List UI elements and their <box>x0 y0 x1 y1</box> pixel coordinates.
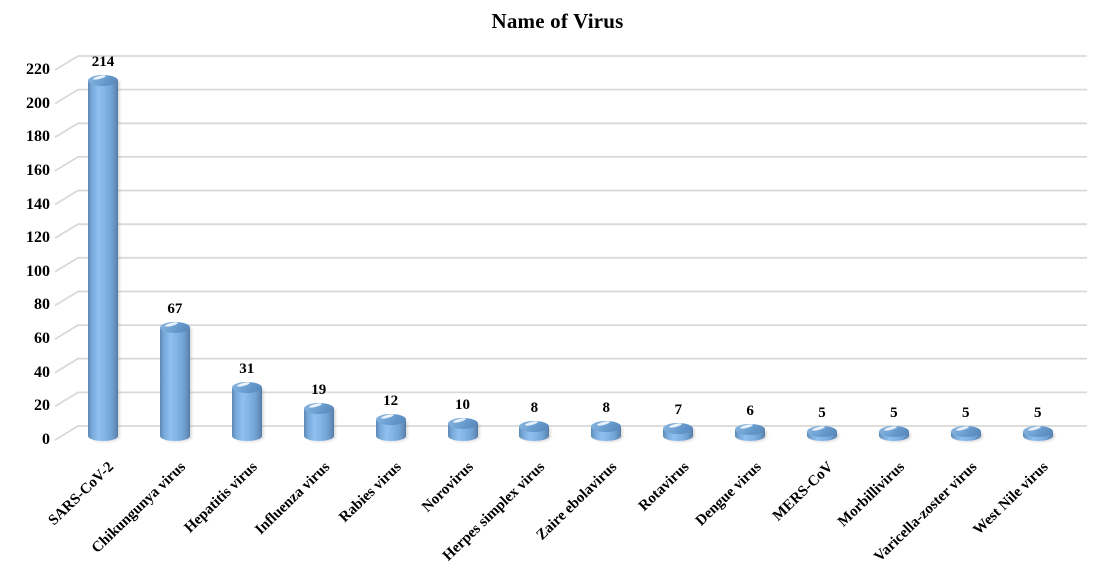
bar-top-ellipse <box>1022 425 1053 438</box>
y-axis-tick-label: 40 <box>34 363 50 381</box>
bar-value-label: 8 <box>530 400 539 417</box>
bar-top-ellipse <box>159 321 190 333</box>
bar-top-highlight <box>380 413 394 420</box>
bar <box>447 417 478 441</box>
bar-top-highlight <box>93 74 107 81</box>
bar-top-highlight <box>668 422 682 429</box>
bar-value-label: 5 <box>818 405 826 422</box>
bar-top-ellipse <box>807 425 837 438</box>
bar-top-highlight <box>596 420 610 427</box>
bar-top-ellipse <box>519 420 550 433</box>
bar <box>1022 425 1053 441</box>
bar-top-highlight <box>884 425 898 432</box>
bar <box>950 425 981 441</box>
bar-value-label: 214 <box>91 53 115 70</box>
y-axis-tick-label: 100 <box>26 262 50 280</box>
bar-top-ellipse <box>878 425 909 438</box>
bar <box>159 321 190 441</box>
chart-title: Name of Virus <box>491 9 624 33</box>
bar-top-highlight <box>165 321 179 328</box>
bar-value-label: 10 <box>455 396 470 413</box>
bar-top-highlight <box>956 425 969 432</box>
bar-value-label: 5 <box>890 405 898 422</box>
bar-top-ellipse <box>591 420 622 433</box>
y-axis-tick-label: 200 <box>26 94 50 112</box>
bar-value-label: 12 <box>383 393 399 410</box>
bar-top-highlight <box>452 417 466 424</box>
bar-top-ellipse <box>88 74 118 86</box>
bar <box>375 413 406 441</box>
bar-top-ellipse <box>447 417 478 429</box>
y-axis-tick-label: 60 <box>34 330 50 348</box>
bar <box>88 74 118 441</box>
bar-value-label: 7 <box>674 401 682 418</box>
bar-value-label: 6 <box>746 403 754 420</box>
y-axis-tick-label: 220 <box>26 61 50 78</box>
bar-value-label: 31 <box>239 361 255 378</box>
y-axis-tick-label: 160 <box>26 161 50 179</box>
bar <box>663 422 694 441</box>
bar-top-ellipse <box>735 423 766 436</box>
bar <box>231 381 262 441</box>
y-axis-tick-label: 0 <box>42 431 50 448</box>
bar <box>878 425 909 441</box>
bar <box>519 420 550 441</box>
bar-value-label: 19 <box>311 381 327 398</box>
bar <box>303 402 334 441</box>
bar-top-ellipse <box>375 413 406 426</box>
gridline-path <box>54 55 1087 441</box>
bar-top-highlight <box>237 381 250 388</box>
bar-top-ellipse <box>303 402 334 414</box>
bar-value-label: 5 <box>1033 405 1042 422</box>
bar-top-highlight <box>740 423 754 430</box>
bar-top-highlight <box>524 420 538 427</box>
bar-top-ellipse <box>663 422 694 434</box>
bar-top-highlight <box>1027 425 1041 432</box>
bar-top-ellipse <box>950 425 981 438</box>
y-axis-tick-label: 80 <box>34 296 50 314</box>
y-axis-tick-label: 180 <box>26 128 50 146</box>
bar <box>735 423 766 441</box>
bar-value-label: 5 <box>962 405 970 422</box>
bar-top-ellipse <box>231 381 262 394</box>
bar <box>807 425 837 441</box>
bar-value-label: 67 <box>167 300 183 317</box>
bar <box>591 420 622 441</box>
bar-top-highlight <box>812 425 826 432</box>
y-axis-tick-label: 140 <box>26 195 50 213</box>
bar-top-highlight <box>308 402 322 409</box>
y-axis-tick-label: 20 <box>34 397 50 415</box>
bar-value-label: 8 <box>602 400 611 417</box>
y-axis-tick-label: 120 <box>26 229 50 247</box>
